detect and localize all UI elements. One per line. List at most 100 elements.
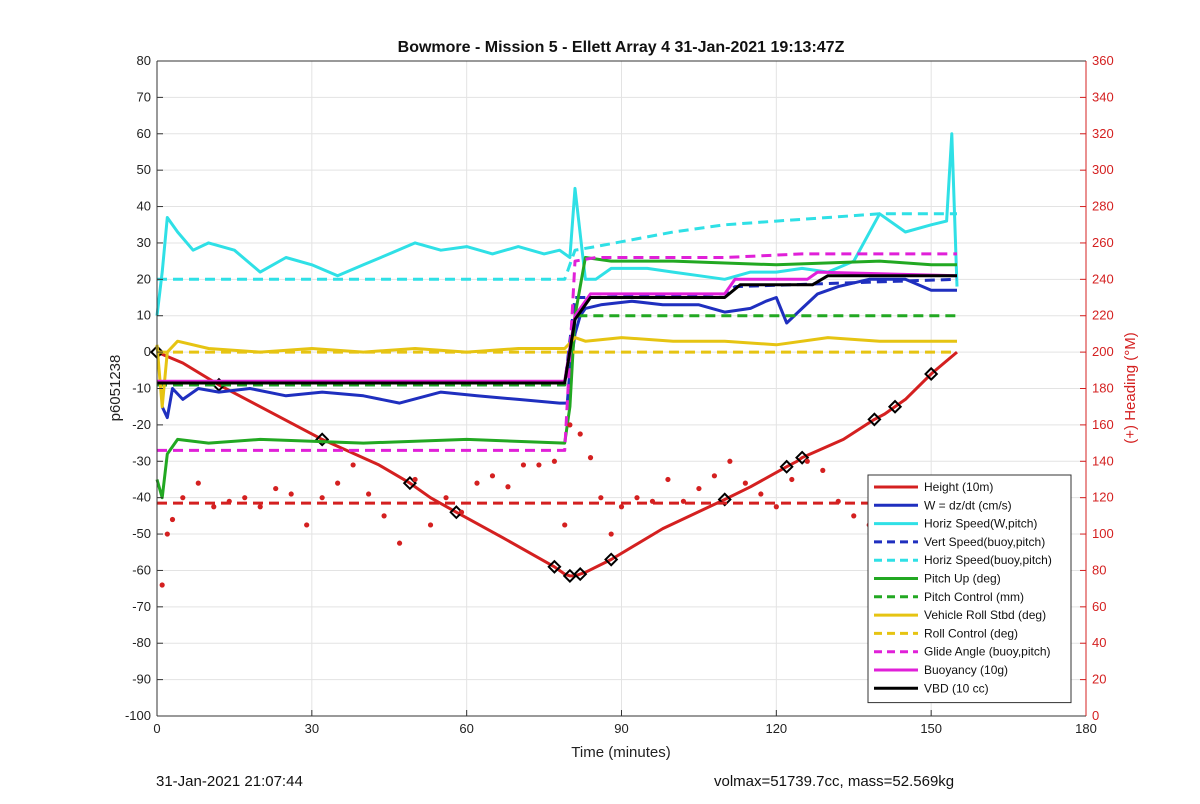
y-tick-label: -10	[132, 381, 151, 396]
print-timestamp: 31-Jan-2021 21:07:44	[156, 773, 303, 790]
heading-point	[608, 531, 614, 537]
legend-label: Roll Control (deg)	[924, 626, 1018, 640]
heading-point	[489, 473, 496, 479]
legend-label: Pitch Control (mm)	[924, 590, 1024, 604]
heading-point	[319, 495, 325, 501]
right-tick-label: 80	[1092, 562, 1106, 577]
y-tick-label: 40	[137, 199, 151, 214]
x-tick-label: 150	[920, 721, 942, 736]
right-tick-label: 340	[1092, 89, 1114, 104]
heading-point	[396, 540, 403, 546]
x-tick-label: 120	[765, 721, 787, 736]
y-tick-label: 0	[144, 344, 151, 359]
legend-label: Height (10m)	[924, 480, 993, 494]
legend-label: Horiz Speed(buoy,pitch)	[924, 553, 1052, 567]
heading-point	[169, 516, 176, 523]
x-tick-label: 90	[614, 721, 628, 736]
series-line-0	[156, 350, 958, 578]
right-tick-label: 280	[1092, 199, 1114, 214]
heading-point	[696, 485, 702, 492]
right-tick-label: 160	[1092, 417, 1114, 432]
heading-point	[618, 504, 625, 510]
volume-mass-readout: volmax=51739.7cc, mass=52.569kg	[714, 773, 955, 790]
height-marker	[924, 366, 939, 382]
heading-point	[164, 531, 170, 537]
right-tick-label: 220	[1092, 308, 1114, 323]
heading-point	[536, 462, 542, 468]
legend-label: Vert Speed(buoy,pitch)	[924, 535, 1045, 549]
legend-label: Buoyancy (10g)	[924, 663, 1008, 677]
x-tick-label: 60	[459, 721, 473, 736]
heading-point	[366, 491, 372, 497]
y-tick-label: 60	[137, 126, 151, 141]
height-marker	[887, 399, 903, 414]
heading-point	[634, 495, 640, 501]
right-axis-label: (+) Heading (°M)	[1122, 332, 1139, 443]
y-tick-label: -40	[132, 490, 151, 505]
legend-label: W = dz/dt (cm/s)	[924, 498, 1012, 512]
heading-point	[773, 504, 779, 510]
series-line-4	[157, 212, 957, 281]
heading-point	[381, 513, 387, 519]
y-tick-label: -70	[132, 599, 151, 614]
heading-point	[804, 458, 810, 464]
legend-label: Glide Angle (buoy,pitch)	[924, 645, 1051, 659]
right-tick-label: 60	[1092, 599, 1106, 614]
heading-point	[551, 458, 558, 464]
series-line-9	[157, 252, 957, 452]
chart-title: Bowmore - Mission 5 - Ellett Array 4 31-…	[398, 39, 845, 56]
heading-point	[587, 455, 594, 461]
y-tick-label: -100	[125, 708, 151, 723]
axes: 0 30 60 90 120 150 18080706050403020100-10-20-…	[125, 53, 1114, 736]
series-layer	[149, 132, 959, 588]
heading-point	[835, 498, 841, 504]
y-tick-label: -50	[132, 526, 151, 541]
heading-point	[288, 491, 294, 497]
heading-point	[474, 480, 480, 486]
legend-label: VBD (10 cc)	[924, 681, 989, 695]
y-tick-label: 50	[137, 162, 151, 177]
right-tick-label: 260	[1092, 235, 1114, 250]
series-line-2	[155, 132, 959, 316]
heading-point	[520, 462, 527, 468]
legend-label: Vehicle Roll Stbd (deg)	[924, 608, 1046, 622]
y-tick-label: 30	[137, 235, 151, 250]
heading-point	[567, 422, 573, 428]
heading-point	[226, 498, 232, 504]
height-marker	[604, 552, 619, 567]
heading-point	[758, 491, 764, 497]
right-tick-label: 0	[1092, 708, 1099, 723]
heading-point	[665, 476, 671, 483]
y-tick-label: 20	[137, 271, 151, 286]
legend-label: Horiz Speed(W,pitch)	[924, 517, 1037, 531]
y-tick-label: -80	[132, 635, 151, 650]
right-tick-label: 100	[1092, 526, 1114, 541]
series-line-11	[157, 274, 957, 385]
heading-point	[443, 495, 449, 501]
heading-point	[562, 522, 568, 528]
heading-point	[159, 582, 165, 588]
right-tick-label: 120	[1092, 490, 1114, 505]
height-marker	[779, 459, 794, 474]
y-tick-label: -30	[132, 453, 151, 468]
series-line-7	[155, 336, 957, 409]
heading-point	[820, 467, 826, 473]
heading-point	[304, 522, 310, 528]
height-marker	[547, 559, 562, 574]
right-tick-label: 320	[1092, 126, 1114, 141]
x-axis-label: Time (minutes)	[571, 744, 670, 761]
right-tick-label: 140	[1092, 453, 1114, 468]
heading-point	[335, 480, 341, 486]
heading-point	[180, 495, 186, 501]
legend-label: Pitch Up (deg)	[924, 572, 1001, 586]
y-axis-label: p6051238	[107, 355, 124, 422]
heading-point	[711, 473, 718, 479]
x-tick-label: 180	[1075, 721, 1097, 736]
heading-point	[742, 480, 748, 486]
heading-point	[195, 480, 201, 486]
height-marker	[867, 412, 882, 427]
right-tick-label: 20	[1092, 672, 1106, 687]
right-tick-label: 200	[1092, 344, 1114, 359]
